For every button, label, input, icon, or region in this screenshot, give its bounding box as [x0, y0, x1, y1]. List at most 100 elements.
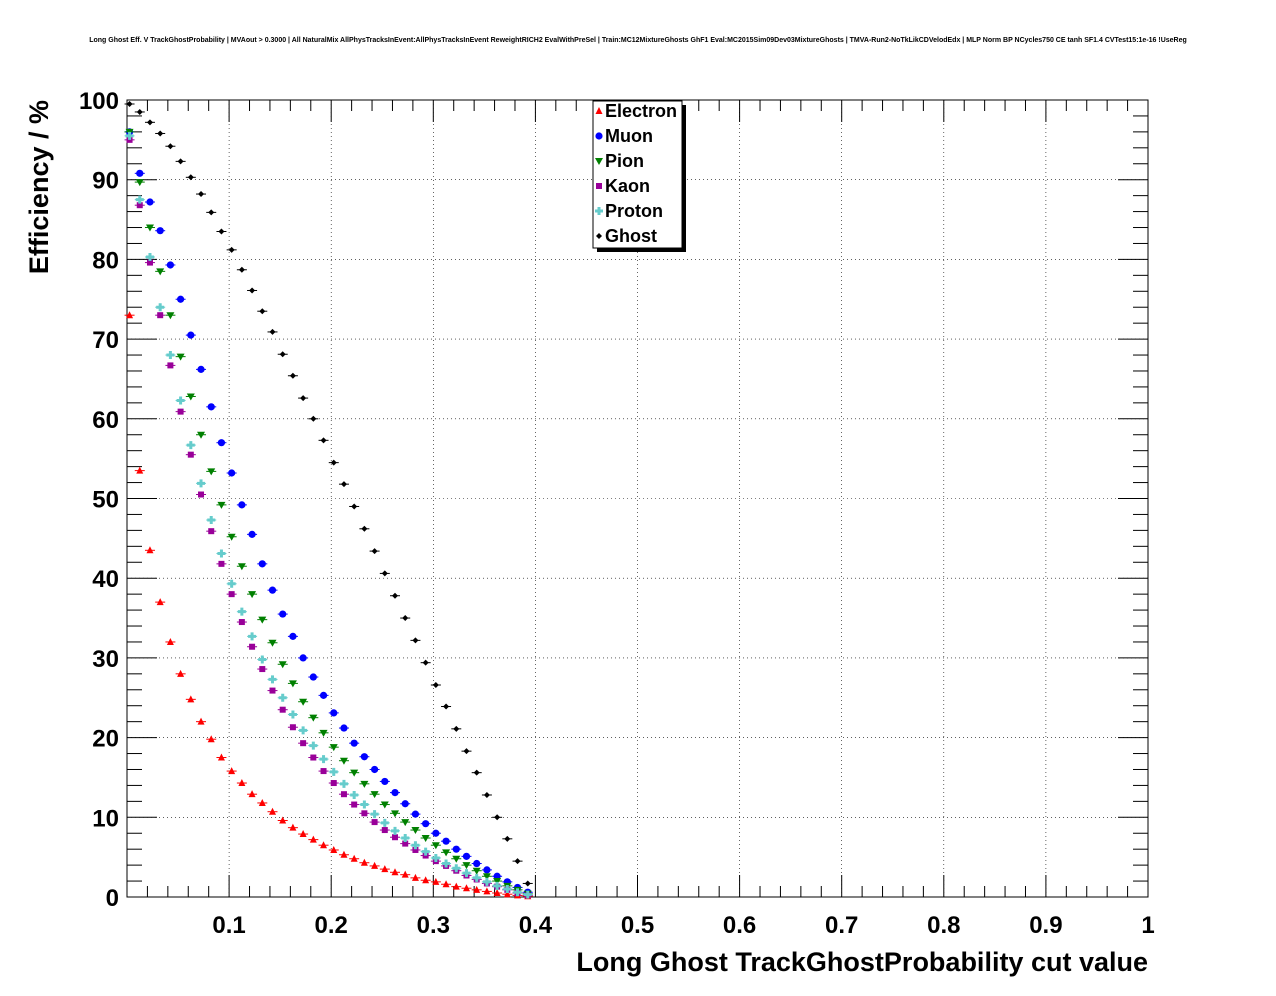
data-point — [381, 570, 388, 577]
data-point — [279, 351, 286, 358]
data-point — [238, 619, 245, 626]
legend-marker-proton — [595, 207, 603, 215]
data-point — [319, 729, 328, 737]
x-tick-label: 0.7 — [825, 912, 858, 939]
data-point — [309, 714, 318, 722]
data-point — [320, 437, 327, 444]
data-point — [187, 695, 195, 703]
data-point — [513, 888, 522, 897]
data-point — [258, 560, 266, 568]
data-point — [380, 818, 389, 827]
data-point — [360, 858, 368, 866]
data-point — [339, 779, 348, 788]
y-tick-label: 100 — [79, 88, 119, 115]
data-point — [473, 859, 481, 868]
data-point — [442, 859, 451, 868]
data-point — [330, 459, 337, 466]
data-point — [523, 890, 532, 899]
legend-box — [592, 100, 683, 249]
data-point — [340, 791, 347, 798]
axis-ticks — [127, 99, 1149, 898]
data-point — [380, 801, 389, 809]
data-point — [248, 591, 257, 599]
data-point — [237, 563, 246, 571]
data-point — [361, 810, 368, 817]
data-point — [351, 801, 358, 808]
data-point — [371, 861, 379, 869]
data-point — [422, 820, 430, 828]
data-point — [217, 439, 226, 447]
data-point — [268, 807, 276, 815]
data-point — [238, 779, 246, 787]
data-point — [279, 816, 287, 824]
data-point — [187, 331, 195, 339]
data-point — [350, 739, 358, 747]
data-point — [249, 643, 256, 650]
legend-marker-kaon — [596, 183, 602, 189]
data-point — [156, 303, 165, 312]
data-point — [289, 724, 296, 731]
data-point — [340, 481, 347, 488]
data-point — [248, 790, 256, 798]
data-point — [269, 328, 276, 335]
data-point — [442, 849, 451, 857]
data-point — [176, 396, 185, 405]
data-point — [218, 560, 225, 567]
data-point — [309, 741, 318, 750]
data-point — [370, 791, 379, 799]
data-point — [126, 311, 134, 319]
data-point — [208, 209, 215, 216]
data-point — [339, 757, 348, 765]
y-tick-label: 20 — [92, 726, 119, 753]
legend-label-kaon: Kaon — [605, 176, 650, 196]
legend-label-pion: Pion — [605, 151, 644, 171]
data-point — [483, 866, 491, 874]
data-point — [157, 130, 164, 137]
data-point — [401, 819, 410, 827]
chart-title: Long Ghost Eff. V TrackGhostProbability … — [89, 37, 1187, 44]
data-point — [228, 246, 235, 253]
data-point — [145, 224, 154, 232]
data-point — [299, 654, 307, 662]
series-pion — [124, 128, 533, 898]
series-muon — [124, 128, 533, 896]
data-point — [268, 586, 277, 594]
x-tick-label: 1 — [1141, 912, 1154, 939]
data-point — [329, 744, 338, 752]
data-point — [421, 835, 430, 843]
data-point — [320, 841, 328, 849]
legend-marker-electron — [595, 107, 603, 114]
data-point — [401, 834, 410, 843]
data-point — [237, 607, 246, 616]
data-point — [156, 227, 164, 235]
x-tick-label: 0.8 — [927, 912, 960, 939]
data-point — [217, 501, 226, 509]
data-point — [370, 810, 379, 819]
data-point — [483, 791, 490, 798]
data-point — [422, 876, 430, 884]
data-point — [370, 765, 379, 774]
x-tick-labels: 0.1 0.2 0.3 0.4 0.5 0.6 0.7 0.8 0.9 1 — [212, 912, 1154, 939]
y-tick-label: 40 — [92, 566, 119, 593]
data-point — [207, 735, 215, 743]
data-point — [227, 533, 236, 541]
data-point — [462, 852, 471, 860]
data-point — [125, 131, 134, 140]
data-point — [401, 870, 409, 878]
data-point — [259, 666, 266, 673]
legend-marker-ghost — [596, 233, 602, 239]
data-point — [217, 549, 226, 558]
data-point — [217, 753, 225, 761]
data-point — [472, 867, 481, 875]
data-point — [177, 408, 184, 415]
data-point — [330, 845, 338, 853]
data-point — [289, 372, 296, 379]
data-point — [198, 191, 205, 198]
data-point — [197, 479, 206, 488]
data-point — [330, 709, 338, 717]
data-point — [177, 158, 184, 165]
data-point — [146, 198, 154, 206]
legend-marker-pion — [595, 158, 603, 165]
data-point — [186, 393, 195, 401]
data-point — [176, 353, 185, 361]
